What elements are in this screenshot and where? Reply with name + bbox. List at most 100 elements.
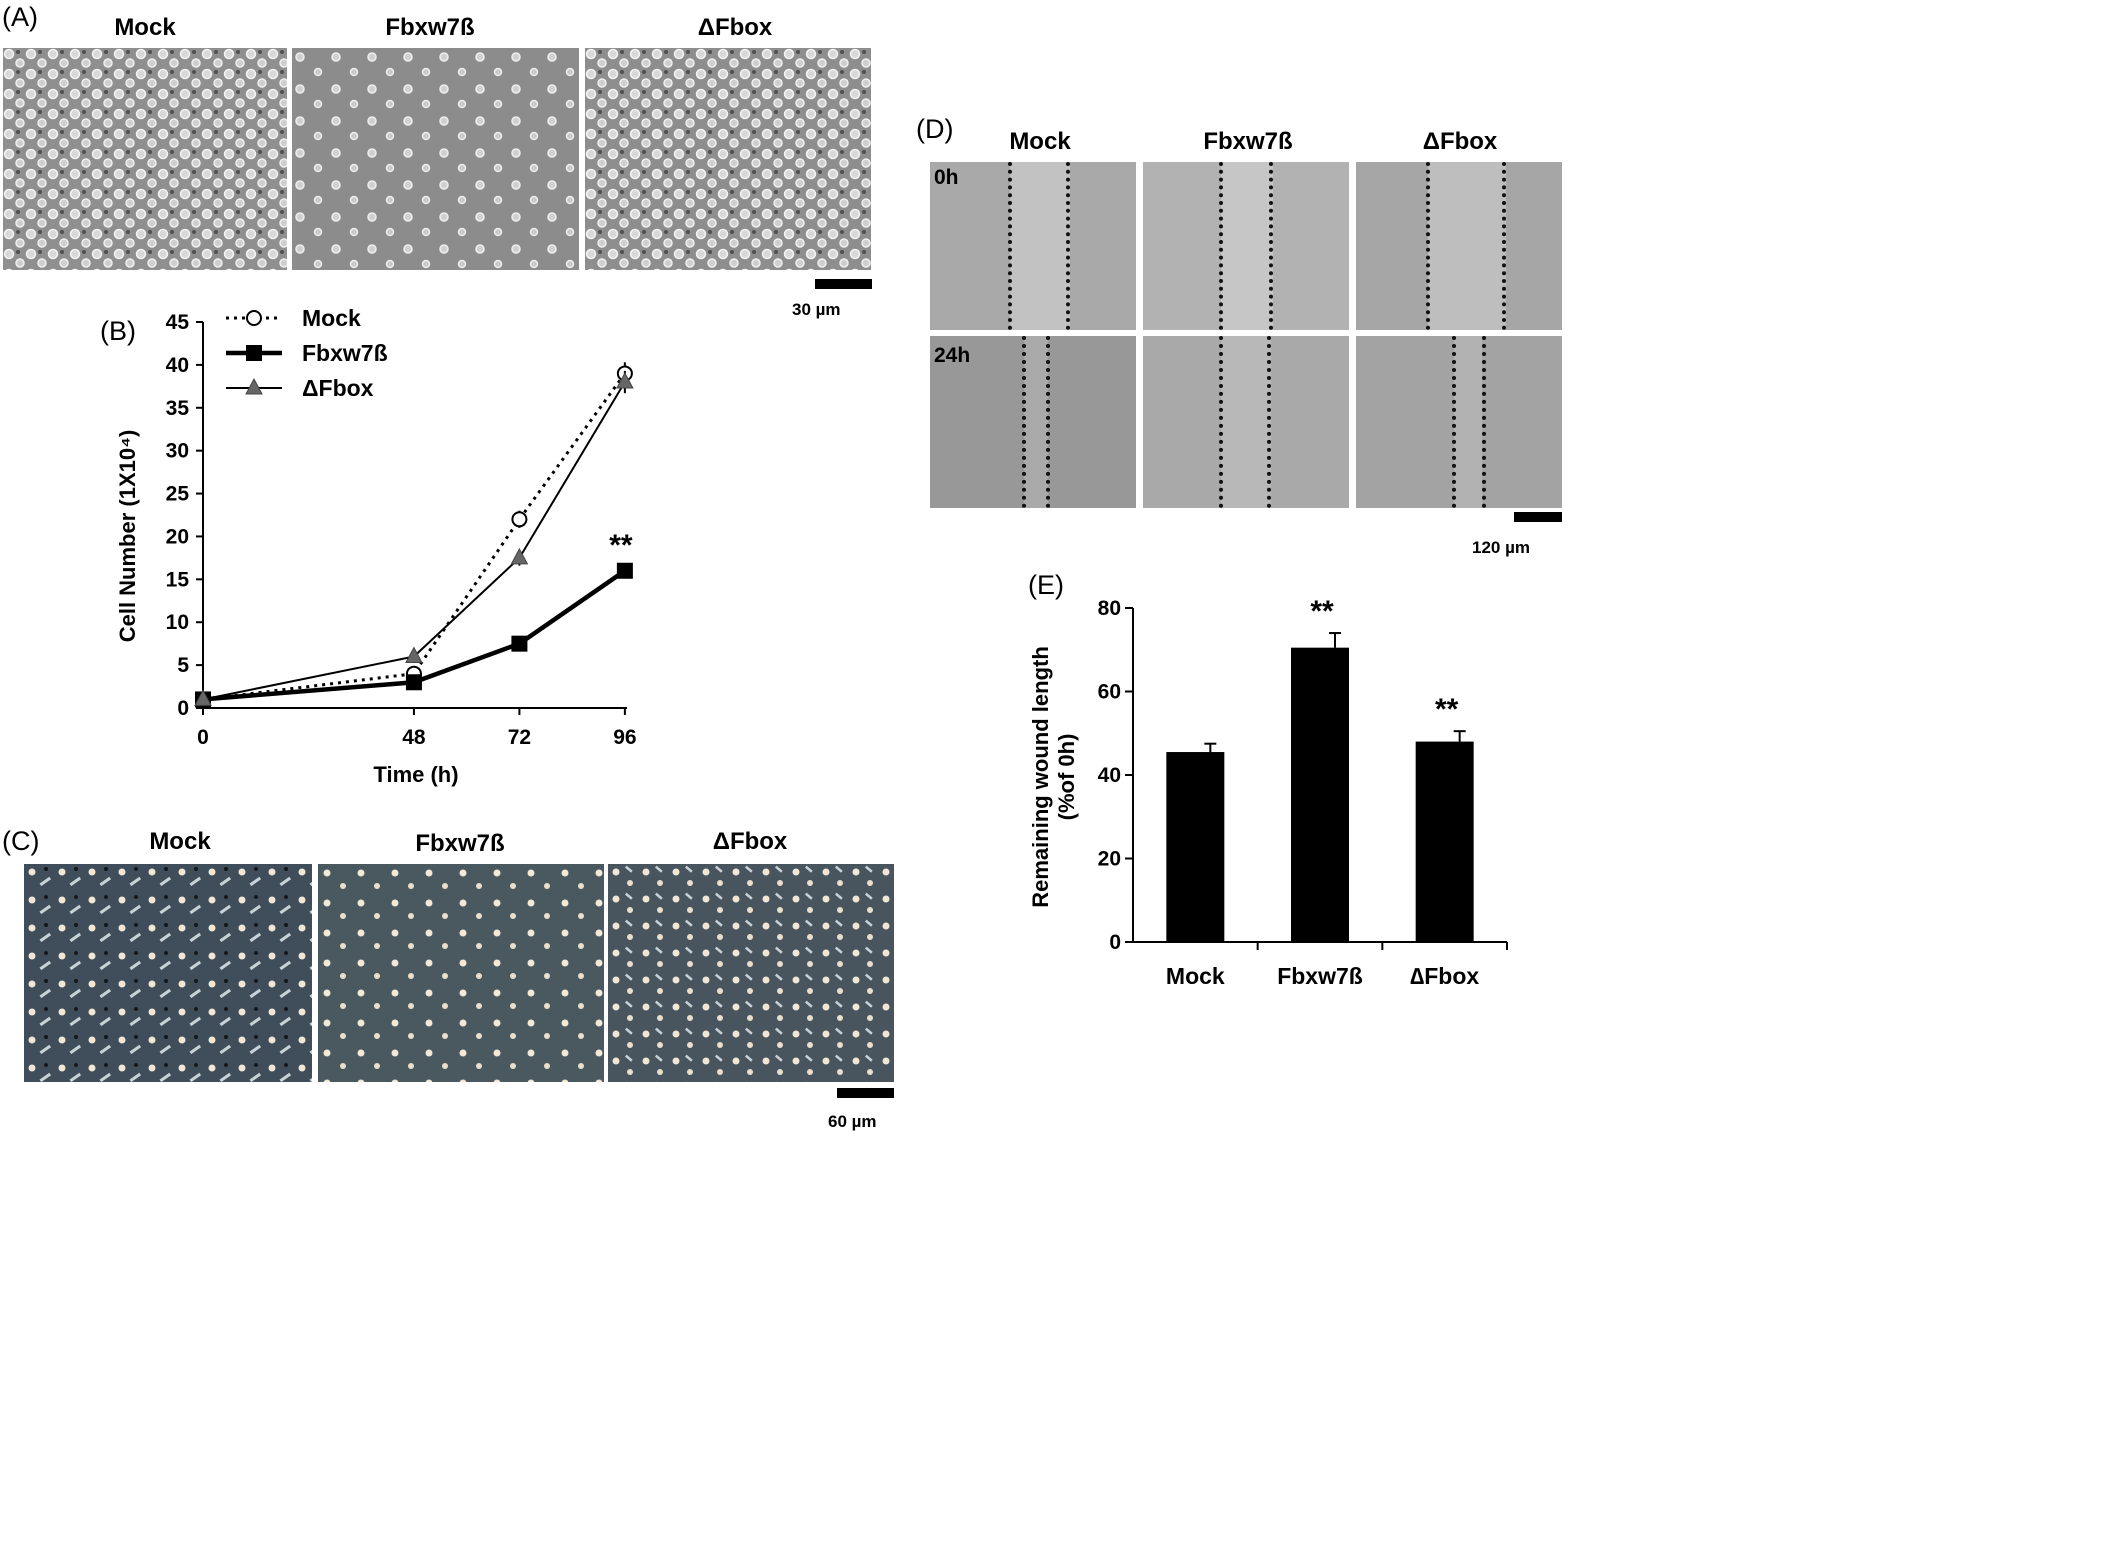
y-tick-label: 0 [1109,931,1121,954]
wound-edge-line [1502,162,1506,330]
wound-gap [1454,336,1482,508]
row-label-24h: 24h [934,344,971,367]
cells-round-fbxw7b [318,864,604,1082]
panel-e-y-axis-label-line2: (%of 0h) [1054,734,1079,821]
wound-edge-line [1426,162,1430,330]
series-line-mock [202,372,627,701]
legend-marker [246,310,262,326]
wound-edge-line [1269,162,1273,330]
row-label-0h: 0h [934,166,959,189]
panel-d-label-dfbox: ΔFbox [1422,128,1498,155]
panel-a-label-fbxw7b: Fbxw7ß [385,14,475,41]
panel-e-letter: (E) [1028,570,1064,600]
legend-label: ΔFbox [302,375,374,401]
legend-label: Mock [302,305,361,331]
x-category-label: Mock [1166,963,1225,989]
wound-gap [1221,336,1271,508]
y-tick-label: 35 [166,397,190,420]
legend-marker [245,377,263,395]
panel-c-scale-text: 60 µm [828,1112,877,1131]
y-tick-label: 45 [166,311,190,334]
series-line-fbxw7 [202,568,627,702]
y-tick-label: 60 [1098,681,1121,704]
y-tick-label: 25 [166,483,190,506]
panel-a-letter: (A) [2,2,38,32]
data-point-fbox [194,689,212,706]
panel-d-0h-fbxw7b [1143,162,1349,330]
panel-d-scale-text: 120 µm [1472,538,1530,557]
wound-edge-line [1267,336,1271,508]
y-tick-label: 15 [166,568,190,591]
x-tick-label: 96 [613,726,636,749]
panel-b-letter: (B) [100,316,136,346]
y-tick-label: 40 [1098,764,1121,787]
y-tick-label: 20 [1098,848,1121,871]
panel-c-scale-bar [837,1088,894,1098]
wound-edge-line [1482,336,1486,508]
panel-b-x-axis-label: Time (h) [373,762,458,787]
x-tick-label: 0 [197,726,209,749]
significance-marker: ** [1310,595,1334,628]
cells-dense-mock [3,48,287,270]
significance-marker: ** [609,529,633,562]
panel-e-bar-chart: (E) 0 20 40 60 80 Mock Fbxw7ß ** ∆Fbox ** Remain… [1028,570,1508,989]
panel-a-micrograph-fbxw7b [292,48,579,270]
panel-d-label-fbxw7b: Fbxw7ß [1203,128,1293,155]
y-tick-label: 0 [177,697,189,720]
data-point-mock [511,511,528,528]
panel-d-24h-mock: 24h [930,336,1136,508]
panel-a-scale-text: 30 µm [792,300,841,319]
wound-edge-line [1219,162,1223,330]
wound-edge-line [1008,162,1012,330]
panel-e-y-axis-label-line1: Remaining wound length [1028,646,1053,908]
legend-label: Fbxw7ß [302,340,388,366]
data-point-fbox [510,547,529,565]
wound-gap [1024,336,1048,508]
cells-sparse-fbxw7b [292,48,579,270]
panel-a-scale-bar [815,279,872,289]
panel-a-micrograph-mock [3,48,287,270]
wound-edge-line [1046,336,1050,508]
wound-edge-line [1219,336,1223,508]
y-tick-label: 40 [166,354,189,377]
y-tick-label: 30 [166,440,189,463]
panel-a-micrograph-dfbox [585,48,871,270]
cells-mixed-dfbox [608,864,894,1082]
wound-edge-line [1066,162,1070,330]
panel-c-letter: (C) [2,826,40,856]
panel-b-line-chart: (B) 0 5 10 15 20 25 30 35 40 45 0 48 72 96 ** Mock Fbx… [100,305,637,787]
x-category-label: Fbxw7ß [1277,963,1363,989]
wound-edge-line [1452,336,1456,508]
cells-elongated-mock [24,864,312,1082]
x-category-label: ∆Fbox [1410,963,1479,989]
panel-d-24h-fbxw7b [1143,336,1349,508]
y-tick-label: 10 [166,611,189,634]
panel-d-label-mock: Mock [1009,128,1071,155]
y-tick-label: 20 [166,525,189,548]
series-line-fbox [202,381,626,701]
panel-a-label-mock: Mock [114,14,176,41]
panel-d-0h-mock: 0h [930,162,1136,330]
wound-gap [1428,162,1506,330]
data-point-fbox [405,646,423,664]
bar [1415,741,1474,942]
significance-marker: ** [1435,693,1459,726]
wound-gap [1221,162,1273,330]
y-tick-label: 5 [177,654,189,677]
wound-gap [1010,162,1070,330]
data-point-fbxw7 [616,562,633,579]
wound-edge-line [1022,336,1026,508]
data-point-fbxw7 [405,674,422,691]
panel-a-label-dfbox: ΔFbox [697,14,773,41]
panel-c-micrograph-fbxw7b [318,864,604,1082]
panel-b-y-axis-label: Cell Number (1X10⁴) [115,430,140,643]
panel-c-label-fbxw7b: Fbxw7ß [415,830,505,857]
panel-d-24h-dfbox [1356,336,1562,508]
bar [1166,752,1225,942]
y-tick-label: 80 [1098,597,1121,620]
panel-d-scale-bar [1514,512,1562,522]
panel-d-letter: (D) [916,114,954,144]
panel-c-micrograph-mock [24,864,312,1082]
panel-c-label-mock: Mock [149,828,211,855]
panel-d-0h-dfbox [1356,162,1562,330]
